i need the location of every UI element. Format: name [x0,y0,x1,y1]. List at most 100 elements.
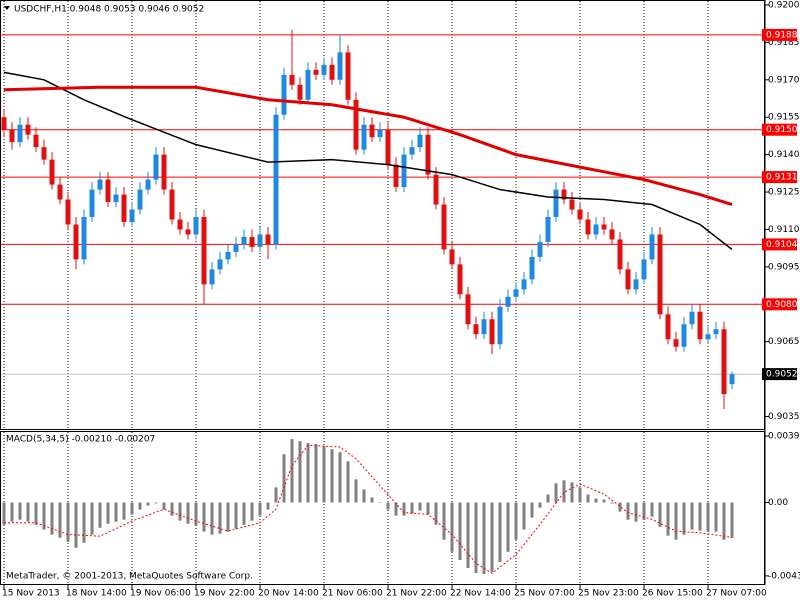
moving-average [3,71,733,251]
candle-body [25,124,31,135]
macd-bar [730,502,734,538]
candle-body [441,204,447,250]
candle-body [505,296,511,307]
macd-bar [250,502,254,521]
candle-body [425,134,431,175]
y-tick-label: 0.9170 [768,75,800,85]
macd-bar [338,452,342,503]
candle-body [41,147,47,160]
level-box [762,171,797,184]
candle-body [657,234,663,315]
x-tick-label: 15 Nov 2013 [2,589,60,599]
y-tick-label: 0.9155 [768,113,800,123]
macd-bar [402,502,406,516]
x-tick-label: 22 Nov 14:00 [450,589,511,599]
candle-body [281,74,287,115]
candle-body [233,244,239,252]
macd-bar [130,502,134,515]
macd-bar [290,439,294,503]
macd-bar [650,502,654,517]
macd-bar [466,502,470,569]
moving-average [3,85,733,206]
x-tick-label: 18 Nov 14:00 [66,589,127,599]
macd-bar [322,446,326,503]
macd-bar [714,502,718,532]
macd-bar [594,498,598,503]
macd-bar [194,502,198,526]
macd-bar [354,479,358,503]
candle-body [225,251,231,260]
candle-body [17,124,23,143]
macd-bar [674,502,678,540]
macd-bar [626,502,630,520]
level-label: 0.9188 [766,30,798,40]
macd-bar [482,502,486,575]
candle-body [537,241,543,257]
y-tick-label: 0.00 [768,498,788,508]
candle-body [641,259,647,280]
candle-body [609,229,615,240]
candle-body [457,264,463,295]
candle-body [729,374,735,385]
macd-bar [530,502,534,518]
macd-bar [210,502,214,535]
level-box [762,123,797,136]
candle-body [561,189,567,200]
candle-body [201,216,207,285]
candle-body [337,52,343,80]
macd-bar [162,502,166,510]
macd-bar [434,502,438,525]
candle-body [601,224,607,230]
candle-body [73,224,79,260]
y-tick-label: 0.9065 [768,337,800,347]
candle-body [1,117,7,130]
candle-body [673,339,679,347]
macd-bar [378,502,382,504]
macd-bar [474,502,478,574]
candle-body [353,99,359,150]
candle-body [145,179,151,190]
x-tick-label: 20 Nov 14:00 [258,589,319,599]
candle-body [385,129,391,165]
candle-body [9,129,15,143]
candle-body [617,239,623,270]
candle-body [121,194,127,222]
macd-bar [562,480,566,503]
y-tick-label: 0.9185 [768,38,800,48]
candle-body [449,249,455,265]
macd-bar [10,502,14,522]
y-tick-label: 0.9200 [768,0,800,10]
candle-body [577,209,583,220]
candle-body [713,329,719,335]
macd-bar [610,502,614,504]
y-tick-label: 0.9110 [768,225,800,235]
candle-body [161,154,167,190]
candle-body [297,84,303,100]
macd-bar [122,502,126,520]
candle-body [497,306,503,345]
macd-bar [42,502,46,530]
macd-bar [34,502,38,525]
macd-bar [98,502,102,528]
candle-body [545,216,551,242]
menu-icon [4,6,10,10]
signal-line [4,444,733,574]
macd-bar [554,483,558,503]
candle-body [681,324,687,347]
macd-bar [314,444,318,503]
macd-bar [706,502,710,532]
macd-bar [114,502,118,522]
candle-body [697,311,703,340]
macd-bar [658,502,662,527]
level-label: 0.9131 [766,173,798,183]
macd-bar [90,502,94,535]
candle-body [33,134,39,148]
candle-body [97,179,103,190]
macd-bar [82,502,86,543]
candle-body [593,224,599,235]
candle-body [369,124,375,138]
macd-bar [106,502,110,524]
candle-body [433,174,439,205]
bid-label: 0.9052 [766,370,798,380]
candle-body [481,319,487,335]
